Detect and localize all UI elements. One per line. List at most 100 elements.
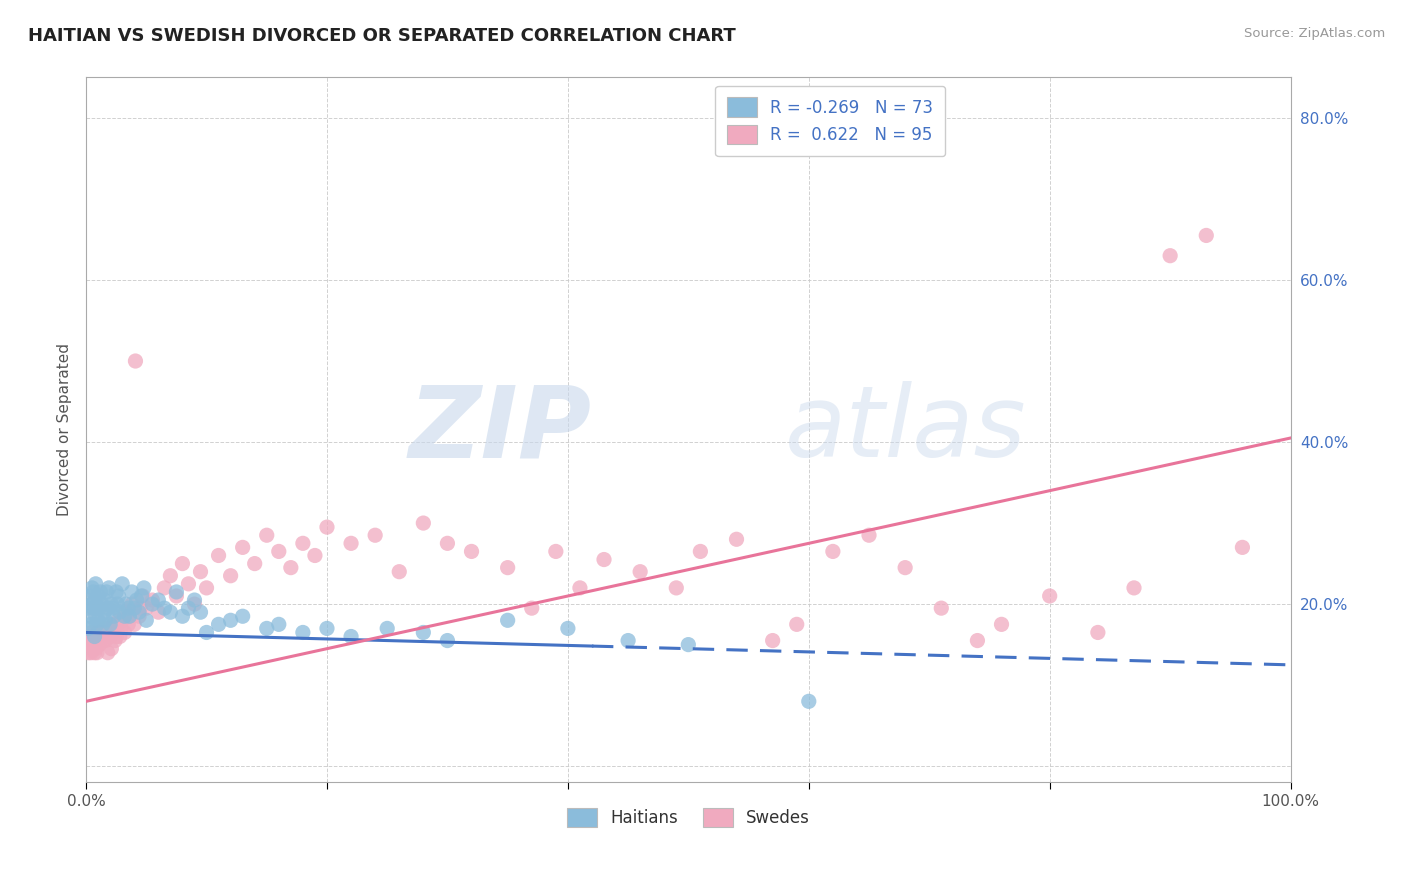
Point xyxy=(114,605,136,619)
Point xyxy=(114,609,136,624)
Point xyxy=(93,630,115,644)
Point xyxy=(219,613,242,627)
Point xyxy=(93,593,115,607)
Point xyxy=(122,601,145,615)
Point xyxy=(83,646,105,660)
Point xyxy=(1195,228,1218,243)
Point xyxy=(79,633,101,648)
Point xyxy=(86,646,108,660)
Point xyxy=(1232,541,1254,555)
Y-axis label: Divorced or Separated: Divorced or Separated xyxy=(58,343,72,516)
Point xyxy=(94,613,117,627)
Point xyxy=(79,609,101,624)
Point xyxy=(86,601,108,615)
Point xyxy=(100,597,122,611)
Point xyxy=(86,617,108,632)
Point xyxy=(1123,581,1146,595)
Point xyxy=(124,354,146,368)
Point xyxy=(628,565,651,579)
Point xyxy=(219,568,242,582)
Point xyxy=(436,633,458,648)
Legend: Haitians, Swedes: Haitians, Swedes xyxy=(560,801,817,834)
Point xyxy=(153,601,176,615)
Point xyxy=(689,544,711,558)
Point xyxy=(100,641,122,656)
Point xyxy=(91,633,114,648)
Point xyxy=(103,617,125,632)
Point xyxy=(165,585,187,599)
Point xyxy=(76,633,98,648)
Point xyxy=(105,585,128,599)
Point xyxy=(97,625,120,640)
Point xyxy=(1039,589,1062,603)
Point xyxy=(105,630,128,644)
Point xyxy=(148,593,170,607)
Point xyxy=(128,609,150,624)
Point xyxy=(665,581,688,595)
Point xyxy=(858,528,880,542)
Point xyxy=(165,589,187,603)
Point xyxy=(97,581,120,595)
Point xyxy=(101,601,124,615)
Point xyxy=(496,560,519,574)
Point xyxy=(195,581,218,595)
Point xyxy=(77,621,100,635)
Point xyxy=(148,605,170,619)
Point xyxy=(131,589,153,603)
Point xyxy=(87,589,110,603)
Point xyxy=(98,630,121,644)
Point xyxy=(82,641,104,656)
Point xyxy=(90,597,112,611)
Point xyxy=(105,617,128,632)
Point xyxy=(108,605,131,619)
Point xyxy=(159,568,181,582)
Point xyxy=(80,617,103,632)
Point xyxy=(364,528,387,542)
Point xyxy=(135,601,157,615)
Point xyxy=(159,605,181,619)
Point xyxy=(267,544,290,558)
Point xyxy=(557,621,579,635)
Point xyxy=(725,533,748,547)
Point xyxy=(82,601,104,615)
Point xyxy=(129,601,152,615)
Point xyxy=(894,560,917,574)
Point xyxy=(94,633,117,648)
Point xyxy=(256,528,278,542)
Point xyxy=(436,536,458,550)
Point xyxy=(929,601,952,615)
Point xyxy=(153,581,176,595)
Point xyxy=(128,605,150,619)
Point xyxy=(110,621,132,635)
Point xyxy=(117,617,139,632)
Point xyxy=(207,549,229,563)
Point xyxy=(77,646,100,660)
Point xyxy=(114,597,136,611)
Point xyxy=(79,589,101,603)
Point xyxy=(121,585,143,599)
Point xyxy=(96,585,118,599)
Point xyxy=(340,630,363,644)
Point xyxy=(104,633,127,648)
Point xyxy=(97,646,120,660)
Point xyxy=(91,617,114,632)
Point xyxy=(617,633,640,648)
Point xyxy=(412,516,434,530)
Point xyxy=(80,597,103,611)
Point xyxy=(544,544,567,558)
Point xyxy=(96,625,118,640)
Point xyxy=(118,609,141,624)
Point xyxy=(141,593,163,607)
Point xyxy=(89,601,111,615)
Point xyxy=(232,541,254,555)
Point xyxy=(108,630,131,644)
Point xyxy=(786,617,808,632)
Point xyxy=(87,613,110,627)
Text: ZIP: ZIP xyxy=(409,382,592,478)
Point xyxy=(172,609,194,624)
Point xyxy=(316,520,339,534)
Point xyxy=(82,585,104,599)
Point xyxy=(256,621,278,635)
Point xyxy=(966,633,988,648)
Point xyxy=(291,536,314,550)
